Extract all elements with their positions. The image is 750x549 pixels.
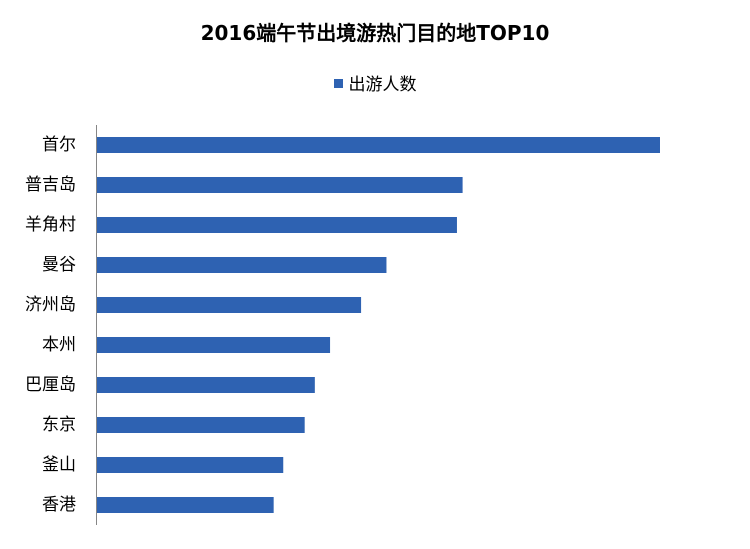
category-label-5: 本州 [42, 335, 76, 355]
bar-4 [97, 297, 362, 313]
category-label-4: 济州岛 [25, 295, 76, 315]
legend-label: 出游人数 [348, 75, 417, 95]
category-label-0: 首尔 [42, 135, 76, 155]
bar-7 [97, 417, 305, 433]
bar-5 [97, 337, 331, 353]
legend: 出游人数 [0, 70, 750, 95]
bar-8 [97, 457, 284, 473]
category-label-9: 香港 [42, 495, 76, 515]
category-label-3: 曼谷 [42, 255, 76, 275]
bar-1 [97, 177, 463, 193]
bar-3 [97, 257, 387, 273]
category-label-7: 东京 [42, 415, 76, 435]
bar-0 [97, 137, 660, 153]
bar-6 [97, 377, 315, 393]
chart-title: 2016端午节出境游热门目的地TOP10 [200, 21, 550, 45]
legend-swatch [333, 79, 343, 88]
category-label-8: 釜山 [42, 455, 76, 475]
bar-2 [97, 217, 457, 233]
bar-9 [97, 497, 274, 513]
category-label-1: 普吉岛 [25, 175, 76, 195]
category-label-6: 巴厘岛 [25, 375, 76, 395]
bars-group [97, 137, 660, 513]
category-label-2: 羊角村 [25, 215, 76, 235]
